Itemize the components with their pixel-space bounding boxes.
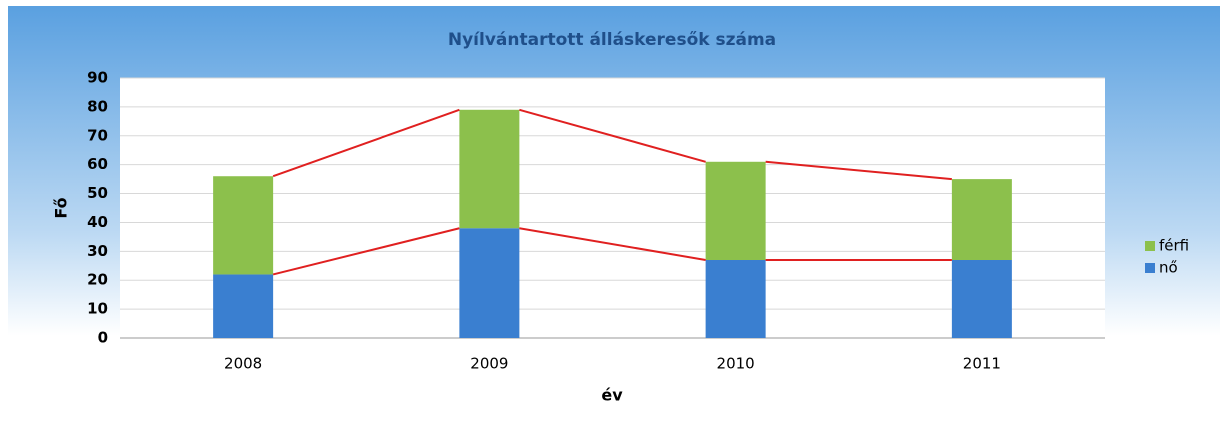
y-tick-label: 50 [87, 184, 108, 202]
y-tick-label: 80 [87, 97, 108, 115]
bar-segment [459, 228, 520, 338]
series-line [519, 108, 706, 163]
plot-area [120, 78, 1105, 338]
legend-label: nő [1159, 259, 1178, 277]
series-line [519, 227, 706, 261]
y-tick-label: 30 [87, 242, 108, 260]
y-tick-label: 0 [98, 329, 108, 347]
bar-segment [213, 176, 274, 275]
bar-segment [459, 109, 520, 229]
y-tick-label: 90 [87, 69, 108, 87]
y-axis-label: Fő [52, 197, 71, 218]
legend-label: férfi [1159, 237, 1189, 255]
series-line [765, 160, 952, 181]
y-tick-label: 10 [87, 300, 108, 318]
bar-segment [705, 260, 766, 338]
series-line [272, 227, 460, 276]
y-tick-label: 60 [87, 155, 108, 173]
y-tick-label: 40 [87, 213, 108, 231]
legend-swatch [1145, 263, 1155, 273]
bar-segment [213, 274, 274, 338]
x-tick-label: 2009 [470, 355, 508, 373]
y-tick-label: 70 [87, 126, 108, 144]
legend-swatch [1145, 241, 1155, 251]
series-line [272, 108, 460, 178]
bar-segment [951, 260, 1012, 338]
y-tick-label: 20 [87, 271, 108, 289]
bar-segment [705, 161, 766, 260]
x-tick-label: 2008 [224, 355, 262, 373]
chart-title: Nyílvántartott álláskeresők száma [448, 30, 776, 50]
x-tick-label: 2011 [963, 355, 1001, 373]
x-tick-label: 2010 [717, 355, 755, 373]
x-axis-label: év [601, 386, 623, 405]
bar-segment [951, 179, 1012, 260]
